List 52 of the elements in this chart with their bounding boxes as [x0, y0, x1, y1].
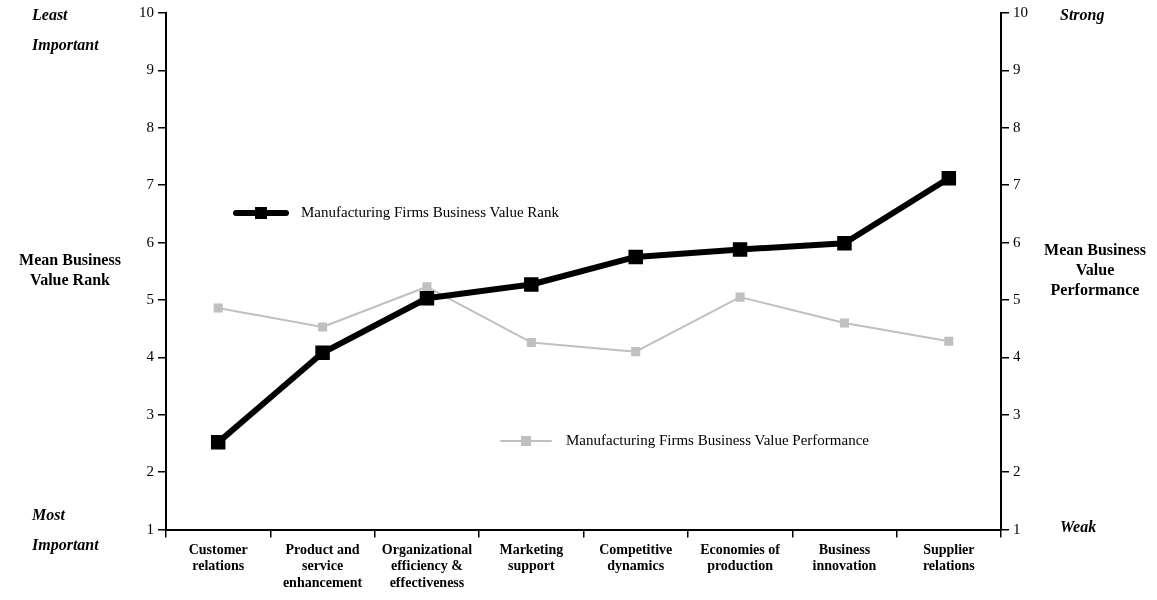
y2-tick-label: 7 — [1013, 176, 1021, 193]
text: Least Important — [31, 6, 100, 55]
y-tick-label: 1 — [146, 520, 154, 537]
y-tick-label: 3 — [146, 405, 154, 422]
x-tick-label: Product and service enhancement — [282, 541, 363, 591]
point — [526, 337, 536, 348]
x-tick-label: Customer relations — [188, 541, 248, 574]
y2-tick-label: 4 — [1013, 348, 1021, 365]
point — [213, 303, 223, 313]
x-tick-label: Business innovation — [812, 541, 877, 574]
point — [628, 249, 643, 265]
point — [839, 318, 849, 328]
point — [318, 322, 328, 332]
point — [631, 347, 641, 357]
y-tick-label: 2 — [146, 463, 154, 480]
x-tick-label: Competitive dynamics — [599, 541, 673, 574]
point — [735, 292, 745, 302]
point — [837, 235, 852, 251]
y-tick-label: 8 — [146, 118, 154, 135]
x-tick-label: Marketing support — [499, 541, 564, 574]
y2-tick-label: 6 — [1013, 233, 1021, 250]
x-tick-label: Organizational efficiency & effectiveness — [381, 541, 473, 591]
x-tick-label: Supplier relations — [922, 541, 976, 574]
y-tick-label: 9 — [146, 61, 154, 78]
y2-tick-label: 9 — [1013, 61, 1021, 78]
point — [419, 291, 435, 306]
y2-tick-label: 8 — [1013, 118, 1021, 135]
y-tick-label: 6 — [146, 233, 155, 250]
y2-axis-title: Mean Business Value Performance — [1044, 241, 1146, 299]
y2-tick-label: 1 — [1013, 520, 1021, 537]
legend-label: Manufacturing Firms Business Value Rank — [301, 203, 560, 220]
text: Weak — [1060, 518, 1097, 536]
point — [524, 277, 539, 292]
point — [732, 242, 748, 257]
y-tick-label: 4 — [146, 348, 155, 365]
y-axis-title: Mean Business Value Rank — [19, 251, 121, 289]
x-tick-label: Economies of production — [700, 541, 781, 574]
point — [422, 282, 432, 292]
legend-label: Manufacturing Firms Business Value Performance — [566, 431, 870, 448]
y2-tick-label: 5 — [1013, 290, 1021, 307]
y2-tick-label: 10 — [1013, 3, 1028, 20]
y-tick-label: 7 — [146, 176, 155, 193]
y2-tick-label: 3 — [1013, 405, 1021, 422]
y2-tick-label: 2 — [1013, 463, 1021, 480]
y-tick-label: 5 — [146, 290, 154, 307]
y-tick-label: 10 — [139, 3, 154, 20]
point — [315, 345, 330, 361]
point — [941, 171, 957, 186]
text: Most Important — [31, 506, 100, 555]
text: Strong — [1060, 6, 1105, 25]
point — [944, 336, 954, 346]
point — [210, 435, 226, 450]
